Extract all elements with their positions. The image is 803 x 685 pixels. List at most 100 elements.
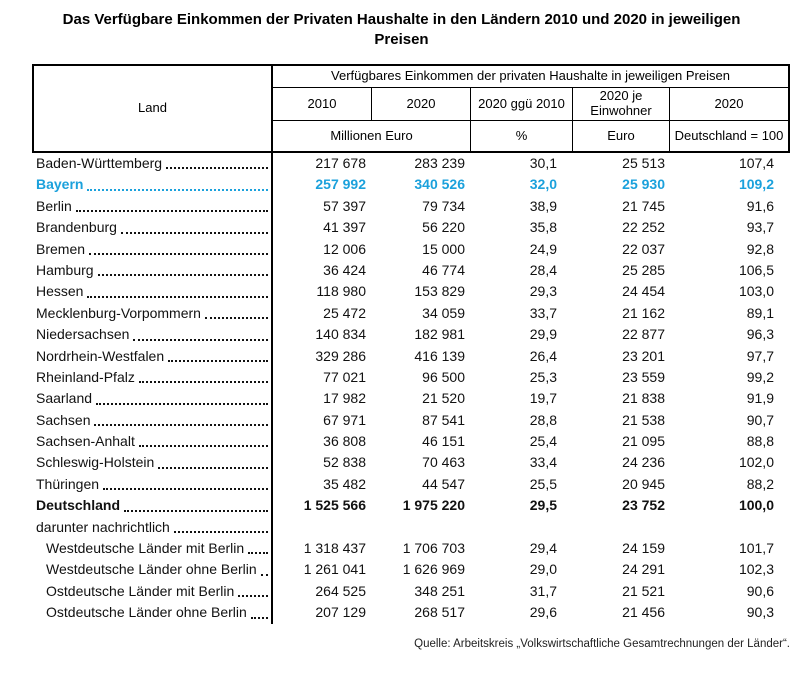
value-cell: 25,4	[529, 433, 557, 450]
header-land: Land	[34, 66, 273, 151]
value-cell	[670, 517, 788, 538]
value-cell: 89,1	[746, 304, 774, 321]
value-cell	[372, 517, 471, 538]
land-label: Saarland	[36, 390, 93, 407]
table-row: Saarland 17 982 21 520 19,7 21 838 91,9	[32, 388, 790, 410]
value-cell: 93,7	[746, 219, 774, 236]
value-cell: 24 454	[622, 283, 665, 300]
table-row: Bremen 12 006 15 000 24,9 22 037 92,8	[32, 238, 790, 260]
value-cell: 38,9	[529, 197, 557, 214]
value-cell: 91,9	[746, 390, 774, 407]
table-row: Berlin 57 397 79 734 38,9 21 745 91,6	[32, 195, 790, 218]
dot-leader	[133, 324, 268, 341]
value-cell: 153 829	[414, 283, 465, 300]
value-cell: 29,4	[529, 540, 557, 557]
table-row: Sachsen 67 971 87 541 28,8 21 538 90,7	[32, 409, 790, 432]
value-cell: 24,9	[529, 240, 557, 257]
value-cell: 25 472	[323, 304, 366, 321]
value-cell: 24 291	[622, 561, 665, 578]
value-cell: 217 678	[315, 155, 366, 171]
value-cell: 29,0	[529, 561, 557, 578]
land-cell: Nordrhein-Westfalen	[32, 345, 273, 367]
value-cell: 26,4	[529, 347, 557, 364]
table-header: Land Verfügbares Einkommen der privaten …	[32, 64, 790, 153]
value-cell: 21 095	[622, 433, 665, 450]
table-row: Bayern 257 992 340 526 32,0 25 930 109,2	[32, 174, 790, 196]
dot-leader	[138, 431, 268, 448]
value-cell: 24 159	[622, 540, 665, 557]
land-label: Berlin	[36, 197, 72, 214]
dot-leader	[260, 559, 268, 576]
table-row: Ostdeutsche Länder ohne Berlin 207 129 268…	[32, 602, 790, 624]
land-label: Schleswig-Holstein	[36, 454, 155, 471]
land-label: Bremen	[36, 240, 86, 257]
land-cell: Rheinland-Pfalz	[32, 366, 273, 389]
value-cell	[573, 517, 670, 538]
value-cell: 29,5	[529, 497, 557, 514]
land-cell: Berlin	[32, 195, 273, 218]
value-cell: 33,4	[529, 454, 557, 471]
value-cell: 87 541	[422, 411, 465, 428]
value-cell: 79 734	[422, 197, 465, 214]
land-cell: Hessen	[32, 281, 273, 303]
value-cell: 1 706 703	[402, 540, 465, 557]
land-label: Sachsen-Anhalt	[36, 433, 135, 450]
dot-leader	[96, 388, 268, 405]
value-cell: 20 945	[622, 475, 665, 492]
table-row: Brandenburg 41 397 56 220 35,8 22 252 93,7	[32, 217, 790, 239]
value-cell: 99,2	[746, 368, 774, 385]
value-cell: 102,0	[738, 454, 774, 471]
land-cell: Brandenburg	[32, 217, 273, 239]
land-cell: Ostdeutsche Länder mit Berlin	[32, 580, 273, 603]
table-row: Nordrhein-Westfalen 329 286 416 139 26,4 23 …	[32, 345, 790, 367]
value-cell: 21 521	[622, 582, 665, 599]
value-cell: 88,2	[746, 475, 774, 492]
value-cell: 329 286	[315, 347, 366, 364]
value-cell: 67 971	[323, 411, 366, 428]
value-cell: 1 525 566	[303, 497, 366, 514]
table-row: Westdeutsche Länder mit Berlin 1 318 437 1…	[32, 538, 790, 560]
value-cell: 70 463	[422, 454, 465, 471]
table-row: Niedersachsen 140 834 182 981 29,9 22 877 96,…	[32, 324, 790, 346]
land-cell: Ostdeutsche Länder ohne Berlin	[32, 602, 273, 624]
land-cell: Niedersachsen	[32, 324, 273, 346]
dot-leader	[166, 153, 268, 170]
land-label: Bayern	[36, 176, 84, 193]
table-row: Thüringen 35 482 44 547 25,5 20 945 88,2	[32, 473, 790, 496]
value-cell: 207 129	[315, 604, 366, 621]
value-cell: 22 037	[622, 240, 665, 257]
header-col-2020: 2020	[372, 88, 471, 121]
header-col-2010: 2010	[273, 88, 372, 121]
value-cell: 90,3	[746, 604, 774, 621]
land-cell: Mecklenburg-Vorpommern	[32, 302, 273, 325]
land-cell: darunter nachrichtlich	[32, 516, 273, 539]
land-label: Ostdeutsche Länder ohne Berlin	[46, 604, 247, 621]
land-label: Brandenburg	[36, 219, 117, 236]
value-cell: 1 626 969	[402, 561, 465, 578]
value-cell: 90,6	[746, 582, 774, 599]
land-cell: Bremen	[32, 238, 273, 260]
table-row: Baden-Württemberg 217 678 283 239 30,1 25 51…	[32, 153, 790, 175]
dot-leader	[87, 174, 268, 191]
value-cell: 22 877	[622, 326, 665, 343]
value-cell: 35,8	[529, 219, 557, 236]
value-cell: 19,7	[529, 390, 557, 407]
dot-leader	[75, 196, 268, 213]
value-cell: 21 456	[622, 604, 665, 621]
value-cell: 91,6	[746, 197, 774, 214]
value-cell: 264 525	[315, 582, 366, 599]
land-label: Niedersachsen	[36, 326, 130, 343]
dot-leader	[94, 410, 268, 427]
value-cell: 96,3	[746, 326, 774, 343]
table-body: Baden-Württemberg 217 678 283 239 30,1 25 51…	[32, 153, 790, 624]
value-cell: 23 559	[622, 368, 665, 385]
dot-leader	[173, 517, 268, 534]
land-label: Westdeutsche Länder mit Berlin	[46, 540, 245, 557]
value-cell: 88,8	[746, 433, 774, 450]
value-cell: 12 006	[323, 240, 366, 257]
value-cell: 21 520	[422, 390, 465, 407]
value-cell: 24 236	[622, 454, 665, 471]
value-cell: 283 239	[414, 155, 465, 171]
value-cell: 28,4	[529, 261, 557, 278]
table-row: darunter nachrichtlich	[32, 516, 790, 539]
